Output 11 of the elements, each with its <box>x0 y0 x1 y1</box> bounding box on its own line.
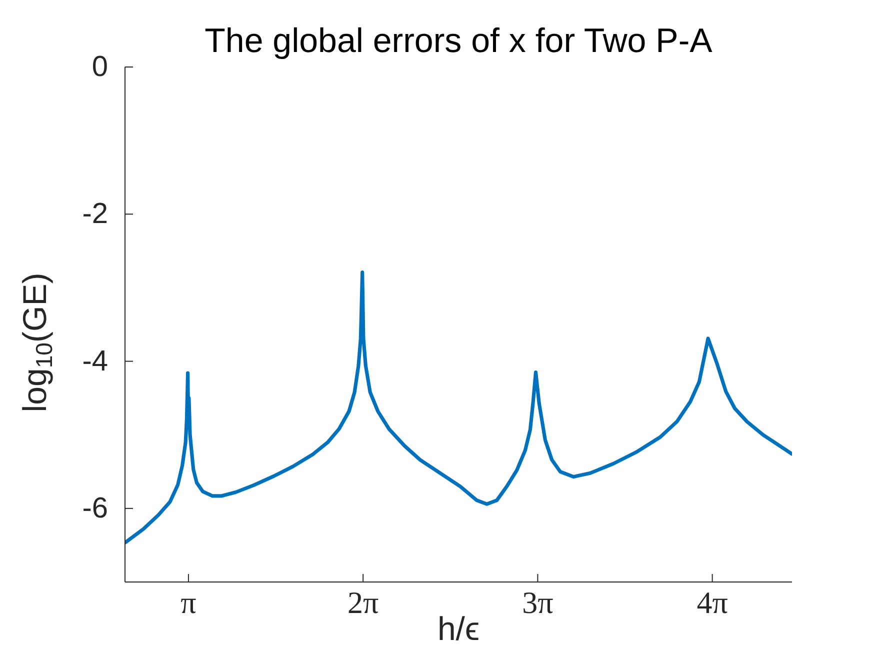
y-tick-label: 0 <box>92 51 108 83</box>
chart-title: The global errors of x for Two P-A <box>204 22 713 60</box>
x-tick-label: π <box>180 585 197 620</box>
line-series <box>125 270 792 544</box>
y-tick-label: -6 <box>82 492 108 524</box>
x-tick-label: 2π <box>347 585 379 620</box>
y-tick-label: -4 <box>82 345 108 378</box>
x-tick-label: 3π <box>522 585 554 620</box>
y-tick-label: -2 <box>82 198 108 230</box>
x-tick-label: 4π <box>696 585 728 620</box>
x-axis-title: h/ϵ <box>437 610 480 647</box>
